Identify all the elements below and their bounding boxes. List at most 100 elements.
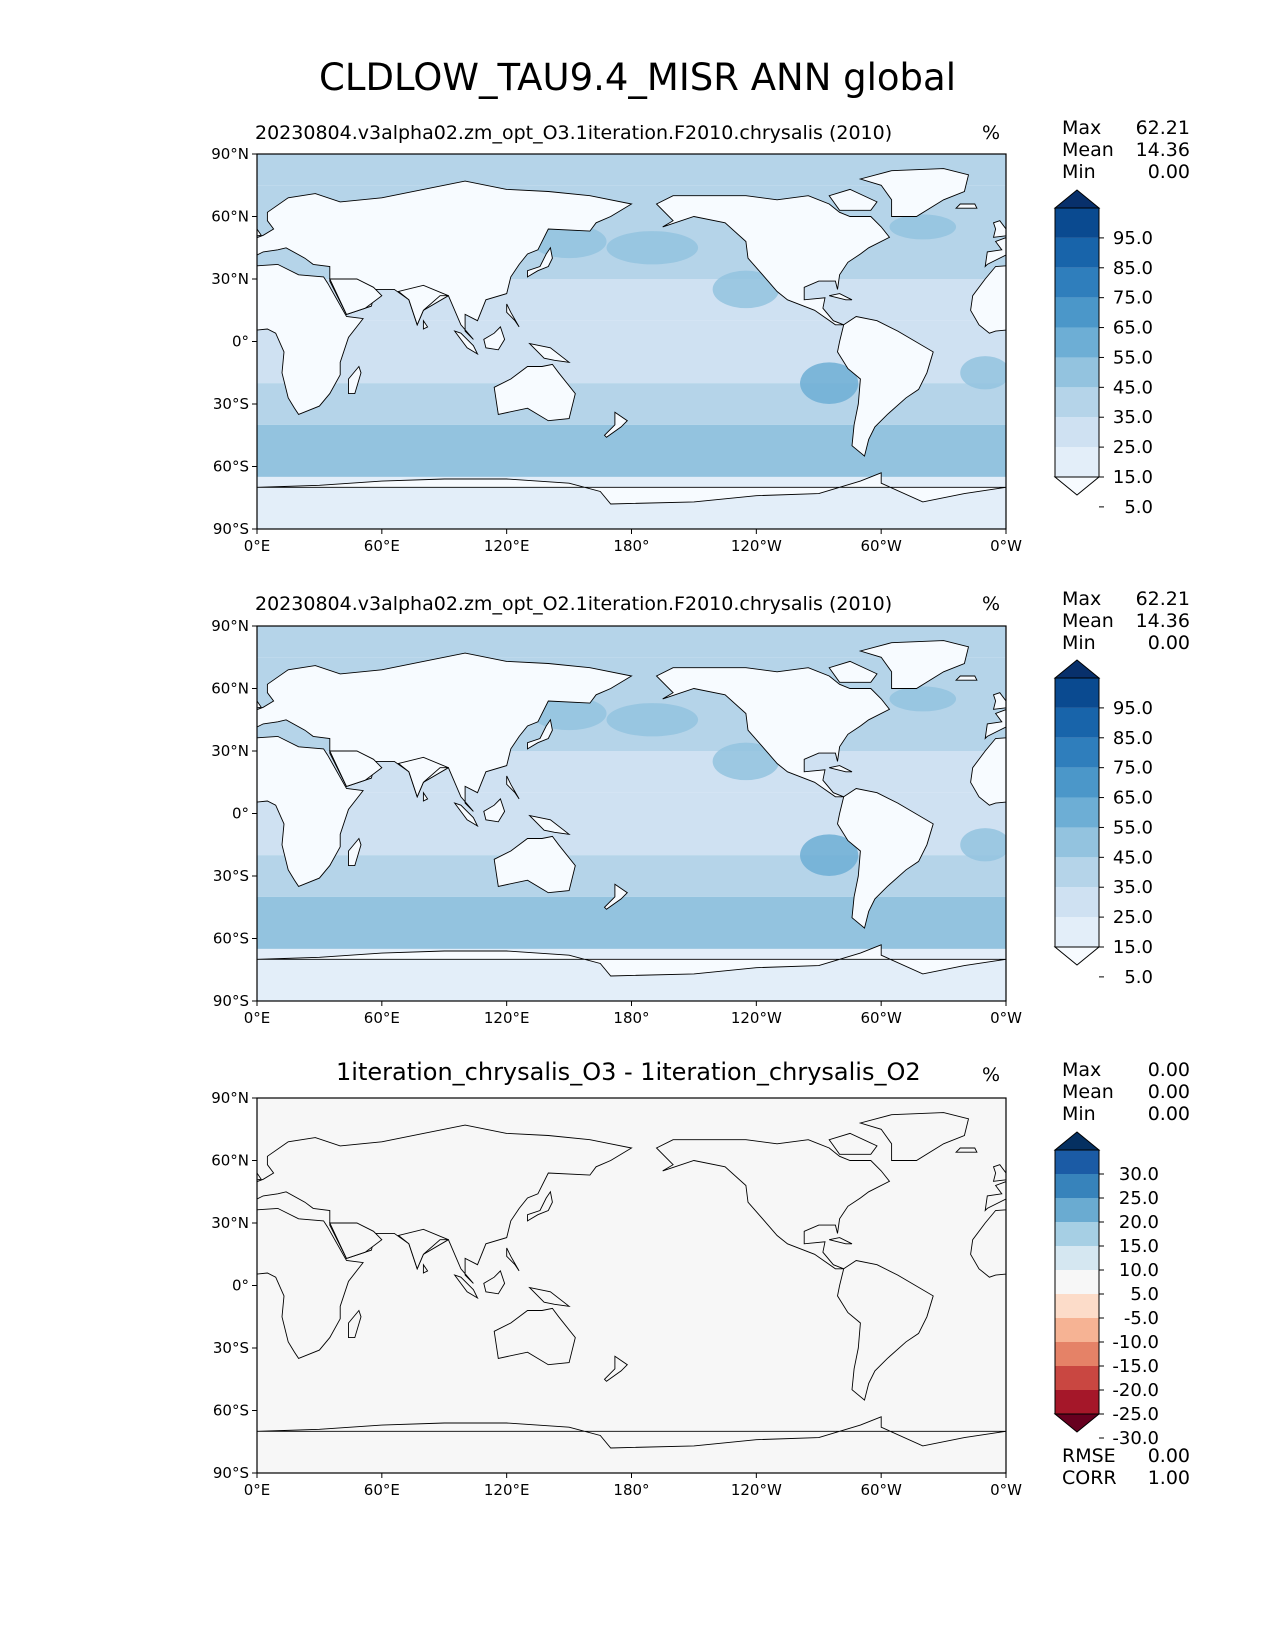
colorbar-tick-label: 55.0 bbox=[1113, 347, 1153, 368]
y-tick-label: 60°N bbox=[211, 208, 249, 226]
y-tick-label: 0° bbox=[232, 1277, 249, 1295]
colorbar-tick-label: 85.0 bbox=[1113, 258, 1153, 279]
landmass-africa bbox=[970, 265, 1006, 334]
stat-value: 14.36 bbox=[1135, 610, 1190, 632]
landmass-baffin bbox=[828, 660, 878, 683]
colorbar-tick-label: -5.0 bbox=[1124, 1308, 1159, 1329]
colorbar-segment bbox=[1055, 1318, 1099, 1342]
colorbar-tick-label: 45.0 bbox=[1113, 377, 1153, 398]
colorbar-segment bbox=[1055, 797, 1099, 828]
x-tick-label: 120°E bbox=[484, 1009, 530, 1025]
landmass-africa-wrap bbox=[257, 735, 364, 887]
landmass-borneo bbox=[483, 326, 506, 351]
colorbar-tick-label: 55.0 bbox=[1113, 817, 1153, 838]
stat-label: Mean bbox=[1062, 610, 1114, 632]
landmass-antarctica-wrap bbox=[257, 1430, 258, 1432]
landmass-cuba bbox=[829, 1237, 853, 1245]
landmass-srilanka bbox=[422, 319, 429, 330]
x-tick-label: 60°E bbox=[364, 1009, 400, 1025]
stat-value: 62.21 bbox=[1135, 117, 1190, 139]
landmass-australia bbox=[493, 363, 576, 422]
colorbar-segment bbox=[1055, 1222, 1099, 1246]
x-tick-label: 0°E bbox=[244, 1009, 271, 1025]
landmass-srilanka bbox=[422, 791, 429, 802]
panel-1-stats: Max 62.21 Mean 14.36 Min 0.00 bbox=[1062, 117, 1190, 183]
colorbar-frame bbox=[1054, 1149, 1100, 1415]
y-tick-label: 30°S bbox=[213, 867, 249, 885]
x-tick-label: 60°E bbox=[364, 1481, 400, 1495]
colorbar-segment bbox=[1055, 208, 1099, 238]
colorbar-extend-min bbox=[1053, 946, 1101, 966]
landmass-sumatra bbox=[453, 802, 479, 828]
colorbar-tick-label: -15.0 bbox=[1112, 1356, 1159, 1377]
landmass-antarctica bbox=[257, 1416, 1006, 1449]
cloud-patch bbox=[606, 703, 699, 737]
landmass-northamerica bbox=[655, 1139, 891, 1270]
landmass-northamerica bbox=[655, 195, 891, 326]
panel-3-units: % bbox=[982, 1064, 1001, 1086]
landmass-antarctica-wrap bbox=[1005, 486, 1006, 488]
colorbar-tick-label: 95.0 bbox=[1113, 228, 1153, 249]
panel-1-colorbar: 95.0 85.0 75.0 65.0 55.0 45.0 35.0 25.0 15.0 5.0 bbox=[1053, 189, 1153, 518]
panel-3-colorbar: 30.0 25.0 20.0 15.0 10.0 5.0 -5.0 -10.0 -15.0 -20… bbox=[1053, 1131, 1159, 1449]
colorbar-segment bbox=[1055, 447, 1099, 477]
landmass-newguinea bbox=[528, 1286, 571, 1307]
colorbar-segment bbox=[1055, 1342, 1099, 1366]
x-tick-label: 180° bbox=[613, 1009, 649, 1025]
colorbar-tick-label: -30.0 bbox=[1112, 1428, 1159, 1449]
landmass-madagascar bbox=[348, 837, 362, 867]
colorbar-tick-label: 20.0 bbox=[1119, 1212, 1159, 1233]
landmass-srilanka bbox=[422, 1263, 429, 1274]
x-tick-label: 60°E bbox=[364, 537, 400, 555]
stat-label: Mean bbox=[1062, 1081, 1114, 1103]
cloud-patch bbox=[606, 231, 699, 265]
landmass-antarctica-wrap bbox=[257, 486, 258, 488]
colorbar-tick-label: 35.0 bbox=[1113, 407, 1153, 428]
landmass-uk bbox=[992, 1164, 1006, 1182]
colorbar-segment bbox=[1055, 887, 1099, 918]
landmass-madagascar bbox=[348, 1309, 362, 1339]
colorbar-tick-label: 75.0 bbox=[1113, 758, 1153, 779]
landmass-eurasia bbox=[984, 1181, 1006, 1212]
colorbar-segment bbox=[1055, 357, 1099, 388]
colorbar-tick-label: 25.0 bbox=[1113, 907, 1153, 928]
x-tick-label: 120°W bbox=[731, 537, 782, 555]
landmass-africa-wrap bbox=[257, 263, 364, 415]
colorbar-tick-label: 10.0 bbox=[1119, 1260, 1159, 1281]
stat-value: 0.00 bbox=[1147, 632, 1190, 654]
landmass-newzealand bbox=[603, 1355, 629, 1382]
colorbar-segment bbox=[1055, 1198, 1099, 1222]
landmass-borneo bbox=[483, 1270, 506, 1295]
landmass-borneo bbox=[483, 798, 506, 823]
x-tick-label: 60°W bbox=[860, 1009, 902, 1025]
cloud-patch bbox=[800, 834, 859, 877]
x-tick-label: 0°E bbox=[244, 537, 271, 555]
colorbar-extend-max bbox=[1053, 1131, 1101, 1151]
landmass-iceland bbox=[955, 675, 978, 681]
colorbar-frame bbox=[1054, 677, 1100, 948]
colorbar-segment bbox=[1055, 1174, 1099, 1198]
x-tick-label: 180° bbox=[613, 537, 649, 555]
colorbar-tick-label: 45.0 bbox=[1113, 847, 1153, 868]
landmass-uk bbox=[992, 692, 1006, 710]
landmass-uk-wrap bbox=[257, 1172, 262, 1181]
colorbar-tick-label: 5.0 bbox=[1124, 967, 1153, 988]
cloud-patch bbox=[889, 214, 957, 240]
x-tick-label: 0°E bbox=[244, 1481, 271, 1495]
colorbar-segment bbox=[1055, 767, 1099, 798]
panel-2-units: % bbox=[982, 593, 1001, 615]
colorbar-tick-label: -20.0 bbox=[1112, 1380, 1159, 1401]
landmass-philippines bbox=[506, 1247, 520, 1272]
landmass-sumatra bbox=[453, 1274, 479, 1300]
colorbar-segment bbox=[1055, 1270, 1099, 1294]
y-tick-label: 30°N bbox=[211, 742, 249, 760]
x-tick-label: 180° bbox=[613, 1481, 649, 1495]
colorbar-segment bbox=[1055, 1150, 1099, 1174]
landmass-uk-wrap bbox=[257, 228, 262, 237]
x-tick-label: 0°W bbox=[990, 537, 1022, 555]
y-tick-label: 30°S bbox=[213, 395, 249, 413]
landmass-antarctica bbox=[257, 944, 1006, 977]
colorbar-tick-label: 15.0 bbox=[1113, 937, 1153, 958]
landmass-antarctica-wrap bbox=[1005, 958, 1006, 960]
stat-value: 0.00 bbox=[1147, 1103, 1190, 1125]
